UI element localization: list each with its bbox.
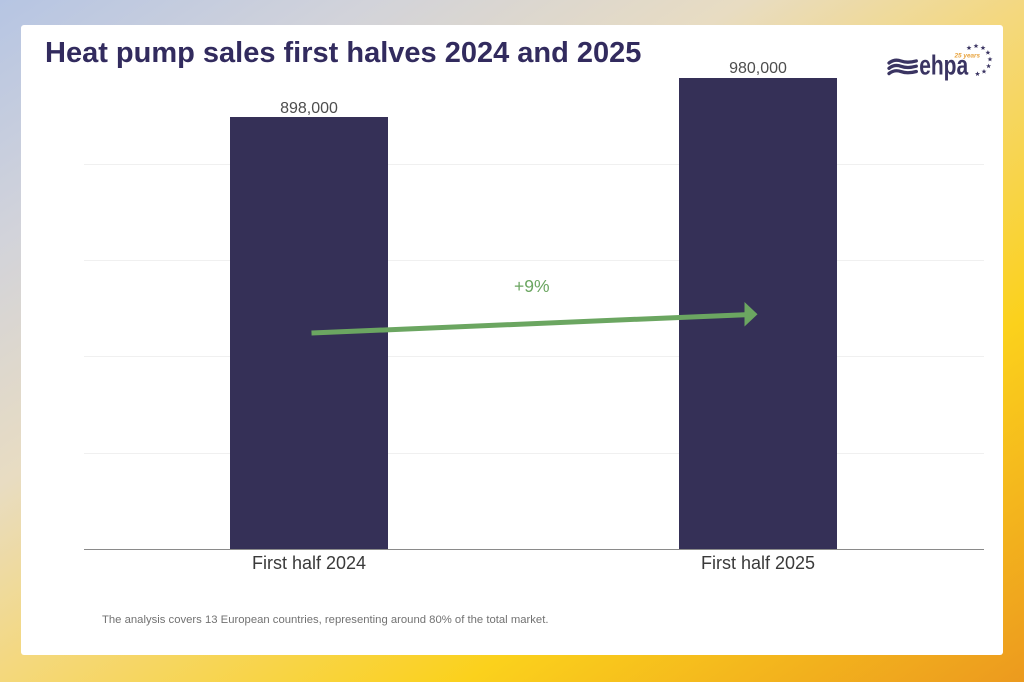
svg-text:25 years: 25 years — [954, 53, 981, 60]
svg-text:ehpa: ehpa — [919, 51, 968, 81]
